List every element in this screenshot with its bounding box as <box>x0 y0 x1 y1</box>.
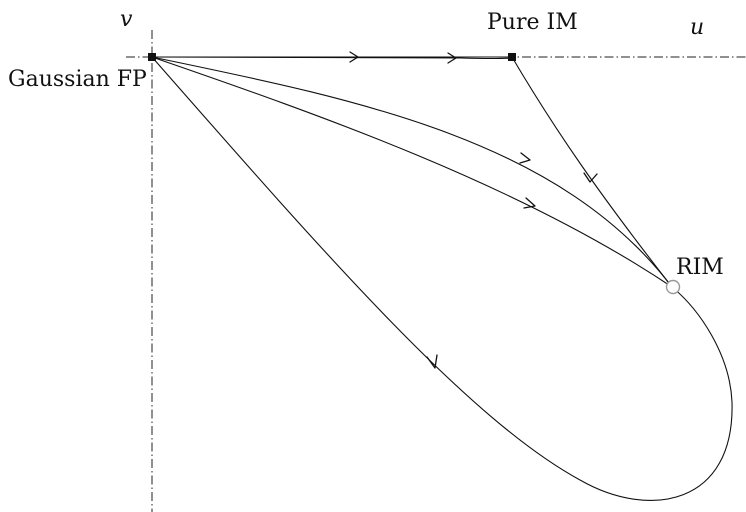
v-axis-label: v <box>120 7 133 32</box>
flow-gaussian-to-rim-upper <box>151 56 673 288</box>
u-axis-label: u <box>690 15 704 40</box>
gaussian-fp-label: Gaussian FP <box>8 67 147 92</box>
flow-arrow <box>519 152 531 164</box>
pure-im-marker <box>508 53 516 61</box>
flow-arrow <box>349 51 359 63</box>
flow-pure-im-to-rim <box>511 56 673 288</box>
pure-im-label: Pure IM <box>487 10 578 35</box>
flow-arrow <box>426 354 438 369</box>
rim-label: RIM <box>676 255 724 280</box>
rim-marker <box>665 279 681 295</box>
flow-gaussian-to-rim-middle <box>151 56 673 288</box>
gaussian-fp-marker <box>148 53 156 61</box>
flow-arrow <box>523 197 536 209</box>
flow-arrow <box>447 52 457 64</box>
flow-arrow <box>583 172 598 183</box>
flow-gaussian-loop-to-rim <box>151 56 733 501</box>
